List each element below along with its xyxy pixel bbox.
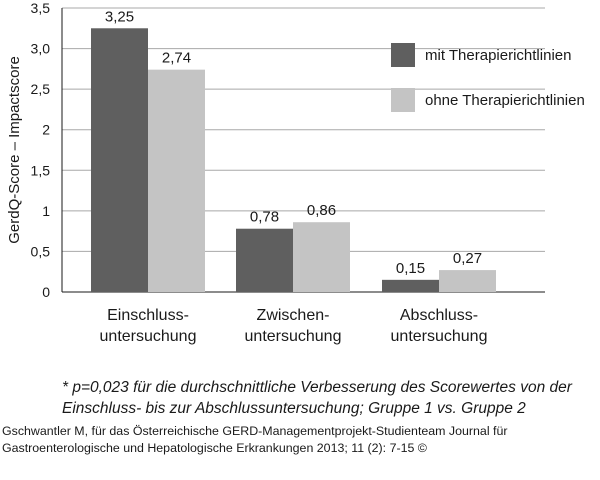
y-tick-label: 3,0 — [31, 41, 51, 57]
x-category-label: untersuchung — [391, 328, 488, 345]
x-category-label: Abschluss- — [400, 307, 478, 324]
legend-label: ohne Therapierichtlinien — [425, 92, 585, 109]
data-label: 2,74 — [162, 50, 191, 67]
y-tick-label: 1 — [42, 203, 50, 219]
legend-label: mit Therapierichtlinien — [425, 47, 571, 64]
x-category-label: untersuchung — [245, 328, 342, 345]
bar — [91, 28, 148, 293]
x-category-label: Zwischen- — [257, 307, 330, 324]
y-tick-label: 0 — [42, 284, 50, 300]
bar — [293, 222, 350, 292]
data-label: 0,86 — [307, 202, 336, 219]
y-tick-label: 1,5 — [31, 162, 51, 178]
footnote: * p=0,023 für die durchschnittliche Verb… — [62, 379, 572, 417]
y-axis-title: GerdQ-Score – Impactscore — [6, 56, 23, 244]
bar — [439, 270, 496, 292]
y-tick-label: 3,5 — [31, 0, 51, 16]
bar — [382, 279, 439, 292]
x-category-label: untersuchung — [100, 328, 197, 345]
data-label: 3,25 — [105, 8, 134, 25]
y-tick-label: 2 — [42, 122, 50, 138]
bar — [236, 228, 293, 292]
x-category-label: Einschluss- — [107, 307, 189, 324]
bar — [148, 69, 205, 292]
source-citation: Gschwantler M, für das Österreichische G… — [2, 424, 508, 455]
y-tick-label: 2,5 — [31, 81, 51, 97]
legend-swatch — [391, 88, 415, 112]
data-label: 0,78 — [250, 209, 279, 226]
data-label: 0,27 — [453, 250, 482, 267]
legend-swatch — [391, 43, 415, 67]
data-label: 0,15 — [396, 260, 425, 277]
y-tick-label: 0,5 — [31, 243, 51, 259]
bar-chart: 0 0,5 1 1,5 2 2,5 3,0 3,5 GerdQ-Score – Impactsc… — [6, 0, 585, 345]
